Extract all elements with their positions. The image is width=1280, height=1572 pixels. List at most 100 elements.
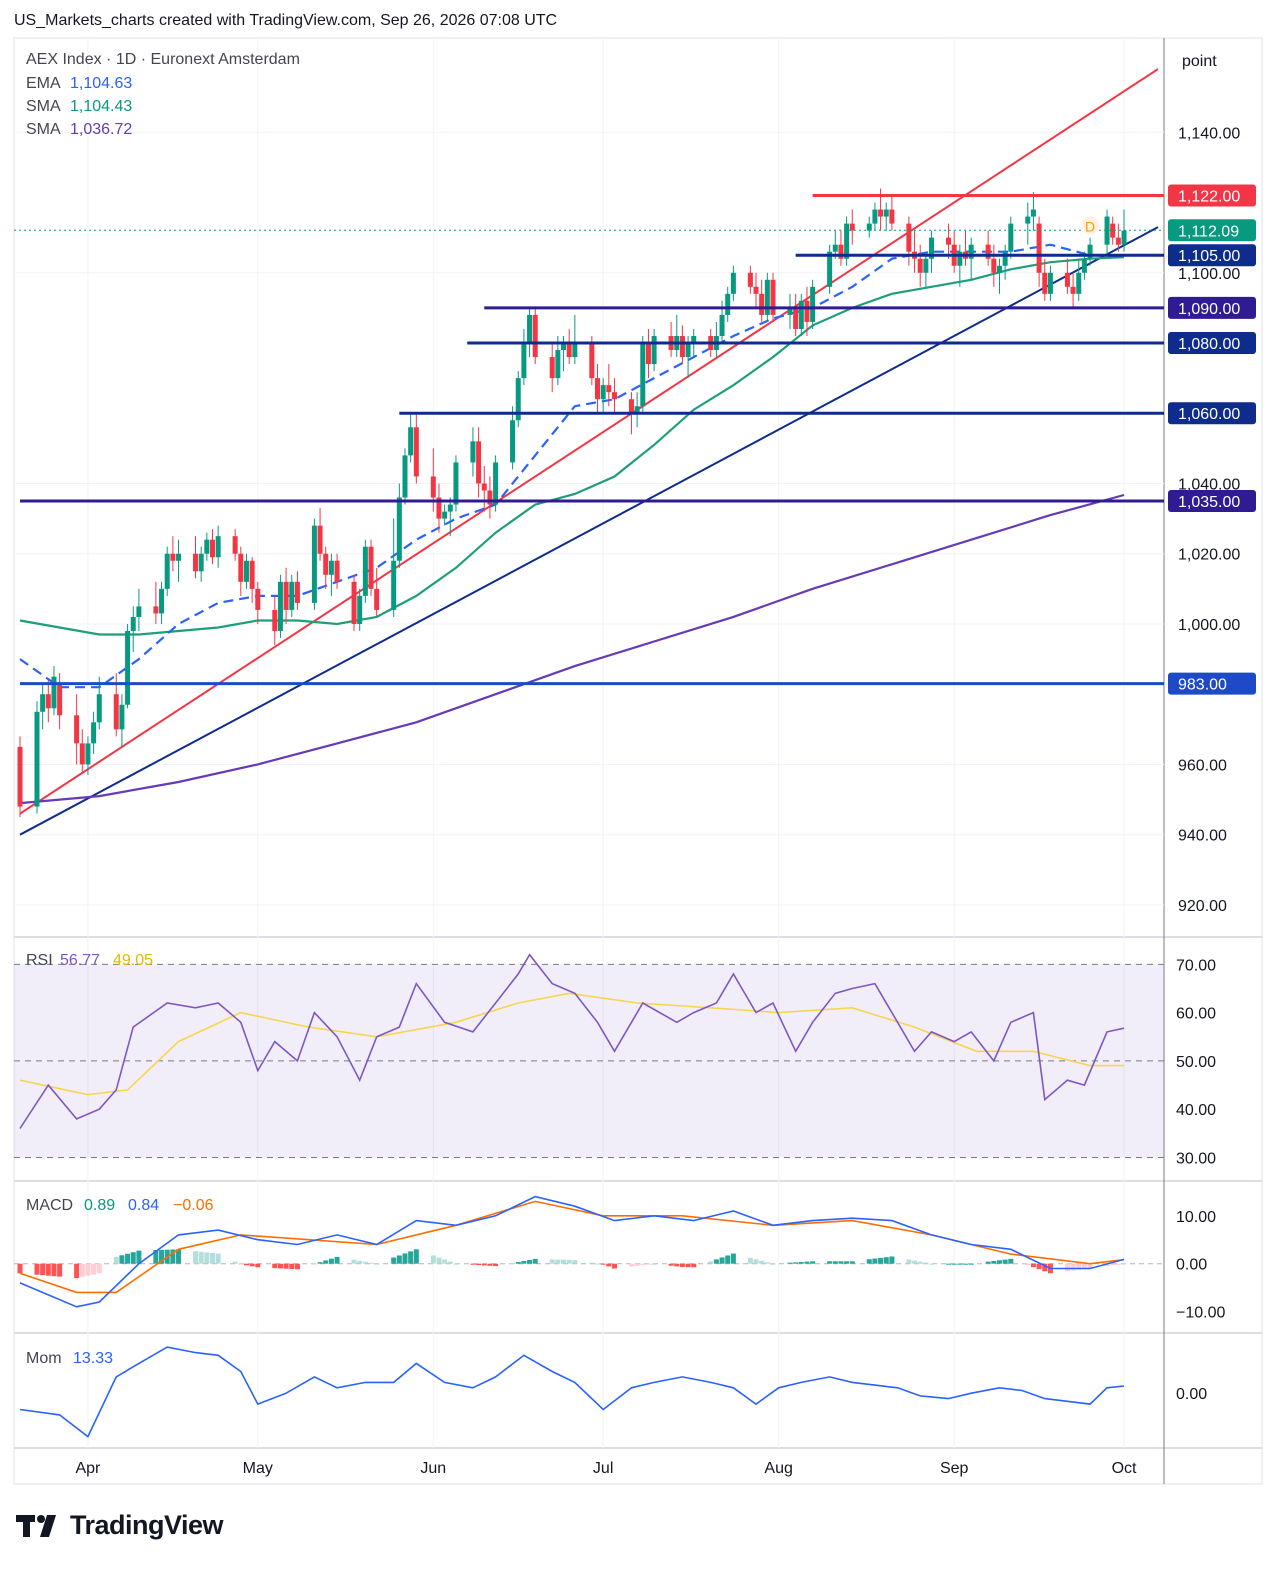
candle-body [923,258,929,273]
candle-body [572,343,578,358]
time-axis-tick: Aug [764,1460,792,1477]
candle-body [600,385,606,400]
candle-body [883,209,889,217]
candle-body [96,694,102,723]
candle-body [929,237,935,259]
candle-body [1002,251,1008,266]
candle-body [1115,237,1121,245]
macd-legend-label: MACD [26,1197,73,1214]
macd-histogram-bar [628,1263,634,1267]
candle-body [968,244,974,259]
macd-histogram-bar [289,1263,295,1269]
macd-histogram-bar [334,1256,340,1264]
tradingview-logo[interactable]: TradingView [16,1510,224,1541]
candle-body [34,711,40,807]
candle-body [391,560,397,610]
macd-histogram-bar [130,1252,136,1264]
candle-body [481,483,487,491]
candle-body [91,722,97,744]
chart-svg[interactable]: 1,140.00 1,100.00 1,040.00 1,020.00 1,000.00… [0,0,1280,1500]
candle-body [691,335,697,344]
candle-body [515,378,521,421]
macd-histogram-bar [634,1263,640,1266]
candle-body [277,581,283,631]
macd-histogram-bar [810,1261,816,1264]
macd-histogram-bar [906,1259,912,1264]
legend-item-label: SMA [26,98,61,115]
macd-histogram-bar [136,1250,142,1264]
macd-histogram-bar [481,1263,487,1266]
macd-histogram-bar [968,1263,974,1265]
macd-histogram-bar [883,1257,889,1264]
candle-body [238,553,244,582]
candle-body [985,244,991,259]
candle-body [453,462,459,505]
macd-hist-legend-value: −0.06 [173,1197,214,1214]
mom-legend-label: Mom [26,1350,62,1367]
macd-histogram-bar [153,1250,159,1264]
candle-body [323,553,329,575]
candle-body [510,420,516,463]
macd-histogram-bar [96,1263,102,1274]
macd-histogram-bar [594,1263,600,1265]
macd-histogram-bar [311,1263,317,1265]
time-axis-tick: Apr [75,1460,101,1477]
macd-histogram-bar [759,1260,765,1264]
candle-body [996,265,1002,273]
rsi-legend-label: RSI [26,952,53,969]
candle-body [17,746,23,807]
candle-body [906,223,912,252]
macd-histogram-bar [730,1253,736,1264]
candle-body [119,704,125,730]
macd-histogram-bar [45,1263,51,1276]
candle-body [113,694,119,730]
candle-body [589,343,595,379]
macd-histogram-bar [368,1262,374,1264]
candle-body [827,251,833,287]
level-label: 983.00 [1178,677,1227,694]
candle-body [487,490,493,505]
macd-histogram-bar [493,1263,499,1267]
candle-body [804,300,810,322]
candle-body [334,560,340,582]
macd-histogram-bar [923,1262,929,1264]
level-label-box [1168,332,1256,355]
rsi-legend-value: 56.77 [60,952,100,969]
legend-item-label: SMA [26,121,61,138]
macd-legend-value: 0.89 [84,1197,115,1214]
macd-histogram-bar [747,1257,753,1264]
rsi-axis-tick: 30.00 [1176,1151,1216,1168]
candle-body [645,343,651,365]
macd-histogram-bar [119,1255,125,1264]
dividend-marker-icon[interactable] [1081,216,1099,235]
price-axis-tick: 1,020.00 [1178,547,1240,564]
macd-histogram-bar [351,1259,357,1264]
candle-body [170,553,176,561]
macd-histogram-bar [447,1261,453,1264]
candle-body [1104,216,1110,245]
macd-histogram-bar [912,1260,918,1264]
macd-histogram-bar [391,1257,397,1264]
tradingview-logo-icon [16,1514,56,1537]
macd-histogram-bar [57,1263,63,1277]
trendline[interactable] [19,68,1159,815]
candle-body [810,286,816,322]
macd-histogram-bar [866,1259,872,1264]
macd-histogram-bar [521,1260,527,1264]
macd-axis-tick: 10.00 [1176,1209,1216,1226]
price-axis-tick: 920.00 [1178,898,1227,915]
macd-histogram-bar [125,1253,131,1264]
macd-histogram-bar [396,1255,402,1264]
candle-body [74,715,80,744]
candle-body [725,293,731,315]
macd-histogram-bar [1115,1263,1121,1265]
time-axis-tick: May [243,1460,273,1477]
candle-body [272,609,278,631]
macd-histogram-bar [770,1263,776,1265]
macd-histogram-bar [832,1261,838,1264]
macd-histogram-bar [929,1263,935,1265]
candle-body [1081,258,1087,273]
candle-body [125,630,131,705]
trendline[interactable] [19,226,1159,836]
macd-histogram-bar [844,1261,850,1264]
